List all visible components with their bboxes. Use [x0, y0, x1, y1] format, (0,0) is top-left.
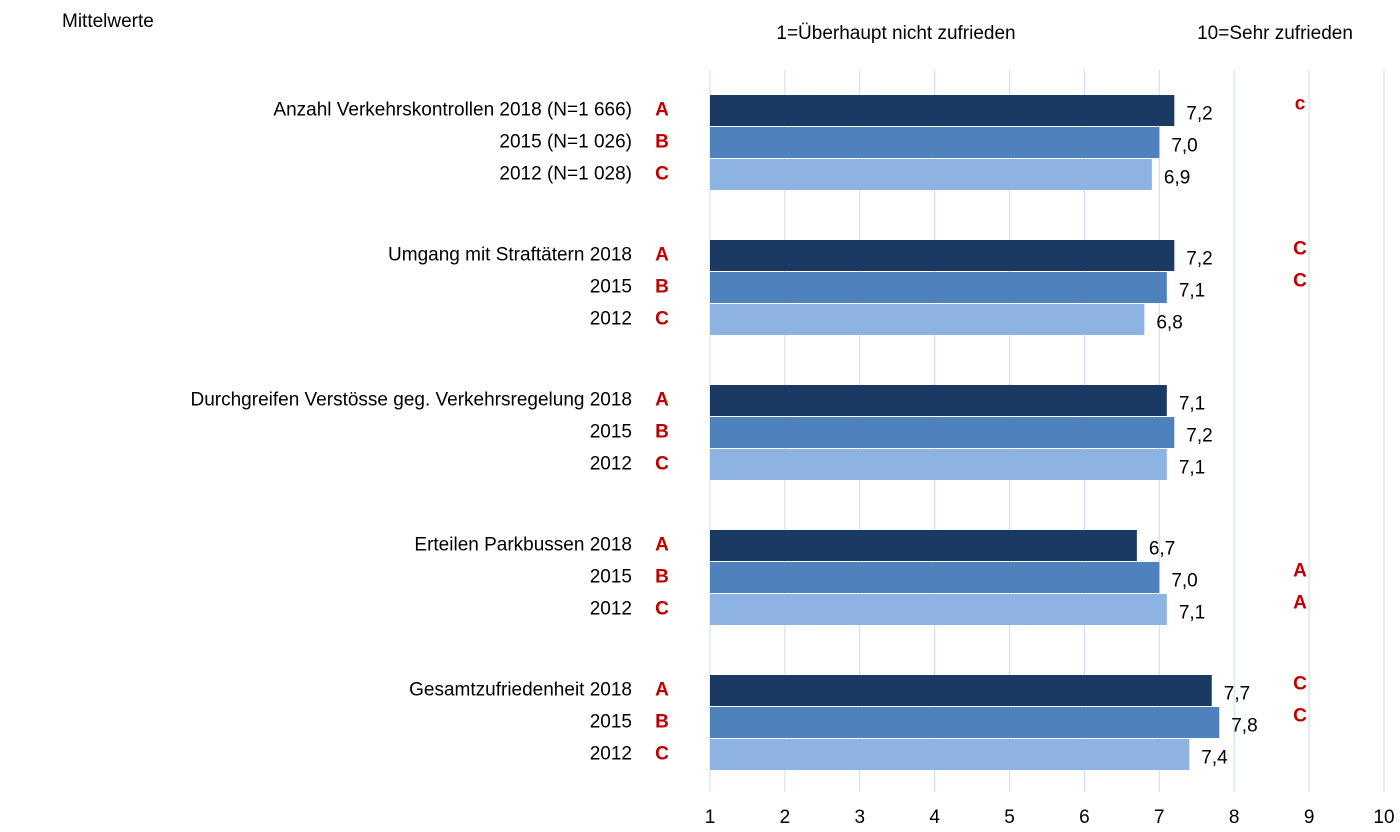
group-letter: B — [655, 277, 669, 298]
row-label: Umgang mit Straftätern 2018 — [388, 245, 632, 266]
scale-min-note: 1=Überhaupt nicht zufrieden — [776, 23, 1015, 44]
significance-label: C — [1293, 239, 1307, 260]
bar — [710, 95, 1175, 126]
significance-label: C — [1293, 674, 1307, 695]
row-label: 2012 (N=1 028) — [499, 164, 632, 185]
bar — [710, 449, 1167, 480]
bar — [710, 240, 1175, 271]
bar — [710, 530, 1137, 561]
bar — [710, 385, 1167, 416]
row-label: 2015 (N=1 026) — [499, 132, 632, 153]
bar — [710, 739, 1190, 770]
row-label: 2015 — [590, 422, 632, 443]
x-tick-label: 7 — [1154, 807, 1165, 828]
value-label: 7,2 — [1186, 426, 1212, 447]
x-tick-label: 9 — [1304, 807, 1315, 828]
significance-label: A — [1293, 593, 1307, 614]
bar — [710, 594, 1167, 625]
bar — [710, 127, 1160, 158]
group-letter: A — [655, 680, 669, 701]
subtitle: Mittelwerte — [62, 11, 154, 32]
group-letter: C — [655, 309, 669, 330]
group-letter: C — [655, 744, 669, 765]
bar — [710, 272, 1167, 303]
bar — [710, 675, 1212, 706]
group-letter: C — [655, 164, 669, 185]
x-tick-label: 8 — [1229, 807, 1240, 828]
bar — [710, 562, 1160, 593]
x-tick-label: 5 — [1004, 807, 1015, 828]
value-label: 7,1 — [1179, 603, 1205, 624]
significance-label: C — [1293, 271, 1307, 292]
significance-label: A — [1293, 561, 1307, 582]
value-label: 7,0 — [1171, 136, 1197, 157]
row-label: 2012 — [590, 309, 632, 330]
group-letter: A — [655, 100, 669, 121]
group-letter: B — [655, 712, 669, 733]
x-tick-label: 4 — [929, 807, 940, 828]
row-label: Durchgreifen Verstösse geg. Verkehrsrege… — [191, 390, 633, 411]
group-letter: A — [655, 245, 669, 266]
value-label: 7,8 — [1231, 716, 1257, 737]
value-label: 7,1 — [1179, 281, 1205, 302]
significance-label: c — [1295, 94, 1306, 115]
value-label: 7,7 — [1224, 684, 1250, 705]
x-tick-label: 2 — [780, 807, 791, 828]
value-label: 7,1 — [1179, 458, 1205, 479]
group-letter: A — [655, 535, 669, 556]
row-label: Gesamtzufriedenheit 2018 — [409, 680, 632, 701]
row-label: Anzahl Verkehrskontrollen 2018 (N=1 666) — [273, 100, 632, 121]
bar — [710, 417, 1175, 448]
group-letter: B — [655, 567, 669, 588]
value-label: 7,2 — [1186, 249, 1212, 270]
group-letter: B — [655, 422, 669, 443]
scale-max-note: 10=Sehr zufrieden — [1197, 23, 1353, 44]
x-tick-label: 3 — [854, 807, 865, 828]
row-label: 2015 — [590, 277, 632, 298]
row-label: 2012 — [590, 599, 632, 620]
group-letter: C — [655, 454, 669, 475]
row-label: 2012 — [590, 454, 632, 475]
value-label: 7,0 — [1171, 571, 1197, 592]
row-label: Erteilen Parkbussen 2018 — [414, 535, 632, 556]
bar — [710, 159, 1152, 190]
row-label: 2015 — [590, 712, 632, 733]
x-tick-label: 1 — [705, 807, 716, 828]
row-label: 2015 — [590, 567, 632, 588]
group-letter: C — [655, 599, 669, 620]
value-label: 6,9 — [1164, 168, 1190, 189]
value-label: 7,1 — [1179, 394, 1205, 415]
value-label: 6,7 — [1149, 539, 1175, 560]
group-letter: B — [655, 132, 669, 153]
group-letter: A — [655, 390, 669, 411]
row-label: 2012 — [590, 744, 632, 765]
significance-label: C — [1293, 706, 1307, 727]
x-tick-label: 10 — [1373, 807, 1394, 828]
bar — [710, 707, 1220, 738]
bar — [710, 304, 1145, 335]
value-label: 7,4 — [1201, 748, 1228, 769]
value-label: 7,2 — [1186, 104, 1212, 125]
x-tick-label: 6 — [1079, 807, 1090, 828]
value-label: 6,8 — [1156, 313, 1182, 334]
